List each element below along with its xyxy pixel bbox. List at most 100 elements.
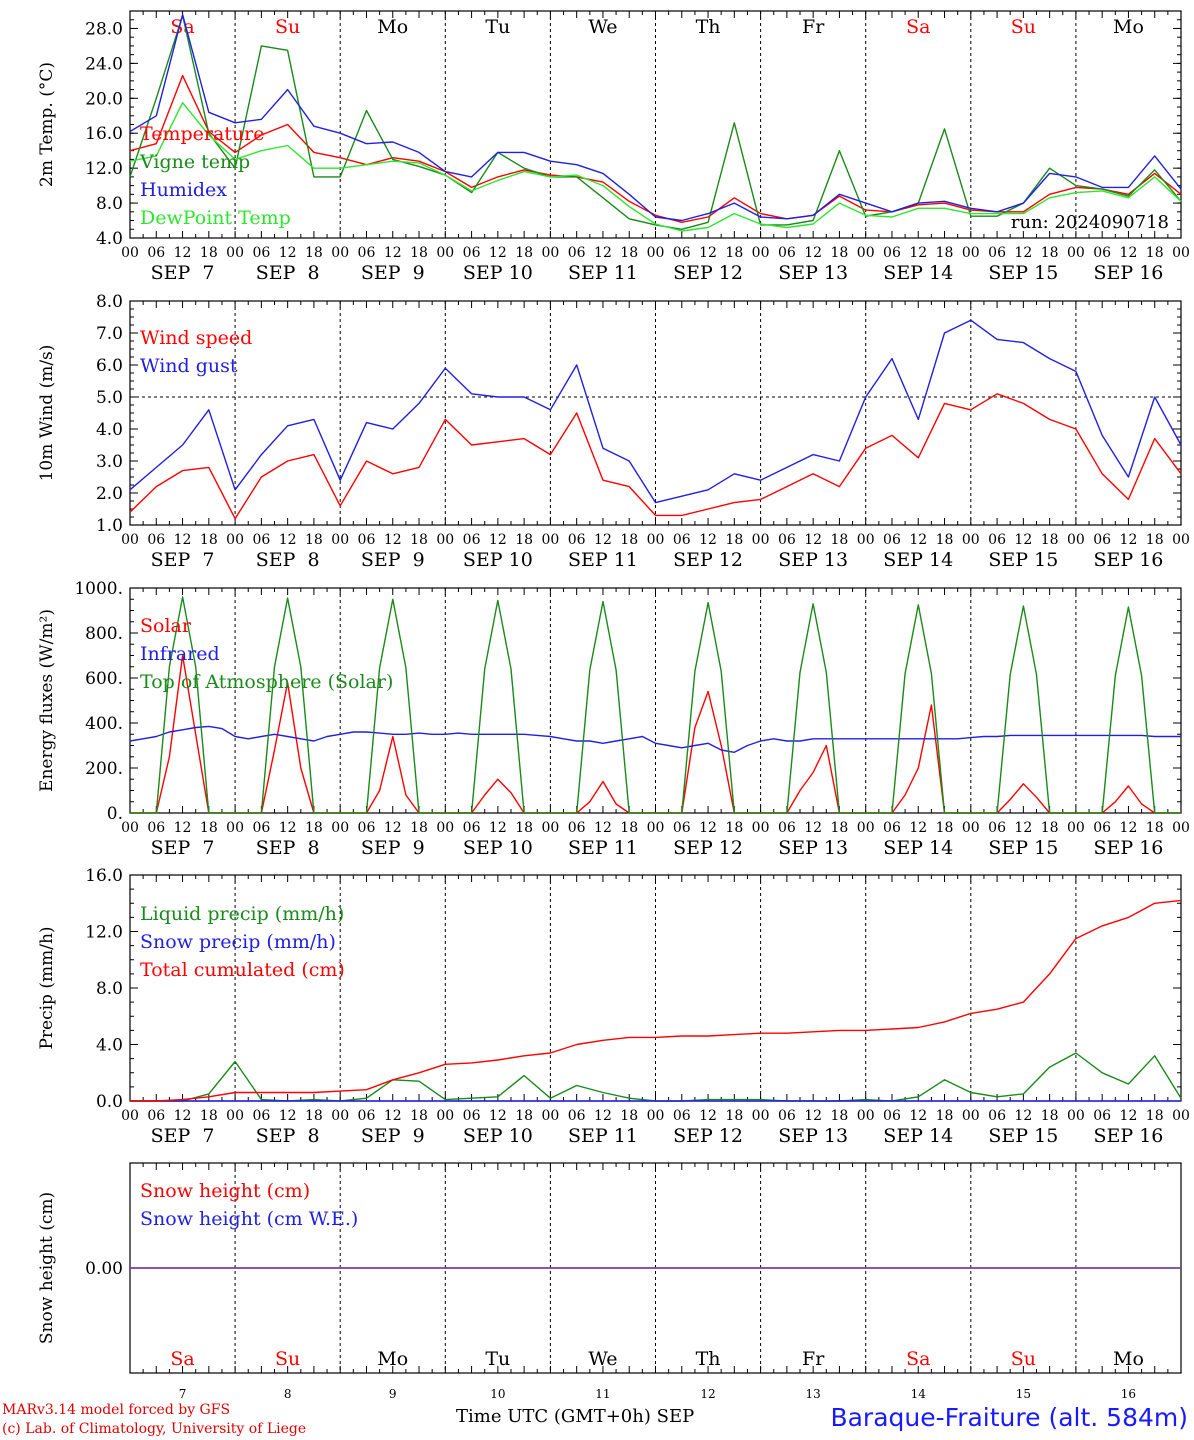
- bottom-day-number: 14: [911, 1387, 927, 1401]
- weekday-label: Sa: [906, 16, 930, 38]
- legend-entry: DewPoint Temp: [140, 207, 291, 229]
- day-label: SEP 9: [361, 549, 425, 571]
- hour-tick-label: 00: [226, 820, 244, 836]
- hour-tick-label: 18: [305, 245, 323, 261]
- hour-tick-label: 12: [804, 1108, 822, 1124]
- weekday-label: Tu: [485, 16, 510, 38]
- y-tick-label: 5.0: [96, 388, 123, 408]
- hour-tick-label: 12: [1014, 1108, 1032, 1124]
- y-tick-label: 200.: [85, 759, 123, 779]
- day-label: SEP 12: [673, 262, 743, 284]
- hour-tick-label: 18: [725, 532, 743, 548]
- month-label: SEP: [656, 1406, 695, 1427]
- weekday-label: Tu: [485, 1348, 510, 1370]
- weekday-label: Th: [696, 16, 721, 38]
- day-label: SEP 14: [883, 262, 953, 284]
- hour-tick-label: 18: [515, 245, 533, 261]
- hour-tick-label: 06: [568, 1108, 586, 1124]
- series-line-green: [129, 14, 1182, 230]
- day-label: SEP 15: [988, 549, 1058, 571]
- hour-tick-label: 00: [331, 245, 349, 261]
- hour-tick-label: 06: [358, 532, 376, 548]
- hour-tick-label: 12: [594, 532, 612, 548]
- weekday-label: Fr: [802, 16, 825, 38]
- hour-tick-label: 06: [147, 245, 165, 261]
- hour-tick-label: 12: [1120, 1108, 1138, 1124]
- legend-entry: Snow precip (mm/h): [140, 931, 336, 953]
- y-tick-label: 0.: [107, 804, 123, 824]
- hour-tick-label: 18: [1041, 532, 1059, 548]
- hour-tick-label: 12: [174, 245, 192, 261]
- hour-tick-label: 00: [647, 1108, 665, 1124]
- y-tick-label: 0.0: [96, 1092, 123, 1112]
- series-line-red: [130, 899, 1182, 1102]
- day-label: SEP 11: [568, 837, 638, 859]
- hour-tick-label: 00: [1067, 1108, 1085, 1124]
- hour-tick-label: 18: [305, 820, 323, 836]
- weekday-label: Mo: [1113, 16, 1144, 38]
- legend-entry: Snow height (cm): [140, 1180, 310, 1202]
- hour-tick-label: 12: [909, 1108, 927, 1124]
- y-tick-label: 16.0: [85, 866, 123, 886]
- day-label: SEP 16: [1094, 837, 1164, 859]
- station-name: Baraque-Fraiture (alt. 584m): [830, 1403, 1188, 1432]
- hour-tick-label: 06: [1093, 820, 1111, 836]
- day-label: SEP 10: [463, 262, 533, 284]
- hour-tick-label: 00: [541, 820, 559, 836]
- bottom-day-number: 10: [490, 1387, 505, 1401]
- hour-tick-label: 06: [463, 820, 481, 836]
- bottom-day-number: 7: [179, 1387, 187, 1401]
- series-line-red: [129, 393, 1182, 520]
- weekday-label: Th: [696, 1348, 721, 1370]
- hour-tick-label: 00: [647, 532, 665, 548]
- y-tick-label: 6.0: [96, 356, 123, 376]
- hour-tick-label: 12: [594, 820, 612, 836]
- y-tick-label: 8.0: [96, 194, 123, 214]
- weekday-label: Mo: [377, 16, 408, 38]
- hour-tick-label: 12: [804, 245, 822, 261]
- hour-tick-label: 12: [804, 820, 822, 836]
- legend-entry: Top of Atmosphere (Solar): [140, 671, 393, 693]
- weekday-label: We: [588, 16, 617, 38]
- hour-tick-label: 18: [936, 1108, 954, 1124]
- hour-tick-label: 06: [988, 820, 1006, 836]
- hour-tick-label: 00: [962, 532, 980, 548]
- run-label: run: 2024090718: [1011, 212, 1169, 233]
- hour-tick-label: 00: [226, 245, 244, 261]
- hour-tick-label: 06: [778, 1108, 796, 1124]
- hour-tick-label: 00: [226, 532, 244, 548]
- hour-tick-label: 12: [174, 1108, 192, 1124]
- hour-tick-label: 00: [436, 532, 454, 548]
- bottom-day-number: 12: [700, 1387, 715, 1401]
- y-tick-label: 12.0: [85, 923, 123, 943]
- weekday-label: Sa: [906, 1348, 930, 1370]
- hour-tick-label: 18: [936, 245, 954, 261]
- y-tick-label: 1.0: [96, 516, 123, 536]
- hour-tick-label: 12: [384, 820, 402, 836]
- hour-tick-label: 18: [831, 1108, 849, 1124]
- hour-tick-label: 18: [725, 1108, 743, 1124]
- hour-tick-label: 18: [936, 820, 954, 836]
- hour-tick-label: 06: [568, 245, 586, 261]
- panel-wind: 1.0 2.0 3.0 4.0 5.0 6.0 7.0 8.0 10m Wind (m/s) 00…: [37, 292, 1190, 571]
- y-tick-label: 4.0: [96, 229, 123, 249]
- hour-tick-label: 06: [463, 532, 481, 548]
- panel-temperature: 4.0 8.0 12.0 16.0 20.0 24.0 28.0 2m Temp. (°C) 0…: [37, 10, 1190, 284]
- day-label: SEP 8: [256, 549, 320, 571]
- hour-tick-label: 06: [147, 1108, 165, 1124]
- day-label: SEP 13: [778, 837, 848, 859]
- hour-tick-label: 06: [883, 532, 901, 548]
- bottom-day-number: 11: [595, 1387, 610, 1401]
- hour-tick-label: 06: [673, 820, 691, 836]
- bottom-day-number: 16: [1121, 1387, 1136, 1401]
- hour-tick-label: 12: [384, 245, 402, 261]
- hour-tick-label: 00: [857, 532, 875, 548]
- hour-tick-label: 00: [541, 1108, 559, 1124]
- hour-tick-label: 18: [620, 1108, 638, 1124]
- y-axis-label: Precip (mm/h): [37, 926, 57, 1049]
- hour-tick-label: 00: [331, 820, 349, 836]
- hour-tick-label: 18: [515, 820, 533, 836]
- bottom-axis: 7 8 9 10 11 12 13 14 15 16: [179, 1387, 1136, 1401]
- hour-tick-label: 12: [1120, 245, 1138, 261]
- hour-tick-label: 00: [226, 1108, 244, 1124]
